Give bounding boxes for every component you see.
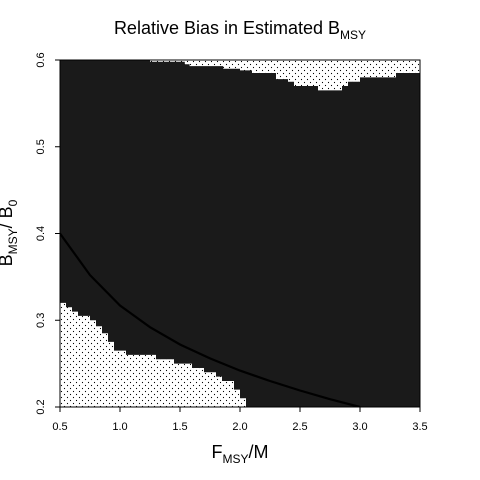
x-axis-title-suffix: /M bbox=[249, 442, 269, 462]
y-axis: 0.2 0.3 0.4 0.5 0.6 bbox=[35, 52, 60, 415]
chart-title-subscript: MSY bbox=[340, 28, 366, 42]
x-tick-label: 3.5 bbox=[412, 421, 427, 433]
x-tick-label: 3.0 bbox=[352, 421, 367, 433]
y-tick-label: 0.3 bbox=[35, 313, 47, 328]
dense-region bbox=[60, 60, 420, 407]
y-axis-title: BMSY/ B0 bbox=[0, 199, 20, 266]
x-tick-label: 1.5 bbox=[172, 421, 187, 433]
x-axis-title-subscript: MSY bbox=[222, 452, 248, 466]
x-tick-label: 0.5 bbox=[52, 421, 67, 433]
chart-title: Relative Bias in Estimated BMSY bbox=[114, 18, 366, 42]
top-dotted-region bbox=[60, 60, 420, 91]
chart-title-main: Relative Bias in Estimated B bbox=[114, 18, 340, 38]
y-tick-label: 0.2 bbox=[35, 399, 47, 414]
y-tick-label: 0.4 bbox=[35, 226, 47, 241]
y-tick-label: 0.5 bbox=[35, 139, 47, 154]
plot-area bbox=[60, 60, 420, 407]
x-tick-label: 2.0 bbox=[232, 421, 247, 433]
y-axis-title-main: B bbox=[0, 254, 16, 266]
bmsy-curve-line bbox=[60, 232, 361, 407]
y-tick-label: 0.6 bbox=[35, 52, 47, 67]
x-tick-label: 2.5 bbox=[292, 421, 307, 433]
x-axis-title-main: F bbox=[211, 442, 222, 462]
y-axis-title-subscript-2: 0 bbox=[6, 199, 20, 206]
y-axis-title-mid: / B bbox=[0, 206, 16, 228]
y-axis-title-subscript: MSY bbox=[6, 228, 20, 254]
x-tick-label: 1.0 bbox=[112, 421, 127, 433]
x-axis: 0.5 1.0 1.5 2.0 2.5 3.0 3.5 bbox=[52, 407, 428, 433]
x-axis-title: FMSY/M bbox=[211, 442, 268, 466]
bottom-dotted-region bbox=[60, 302, 246, 407]
